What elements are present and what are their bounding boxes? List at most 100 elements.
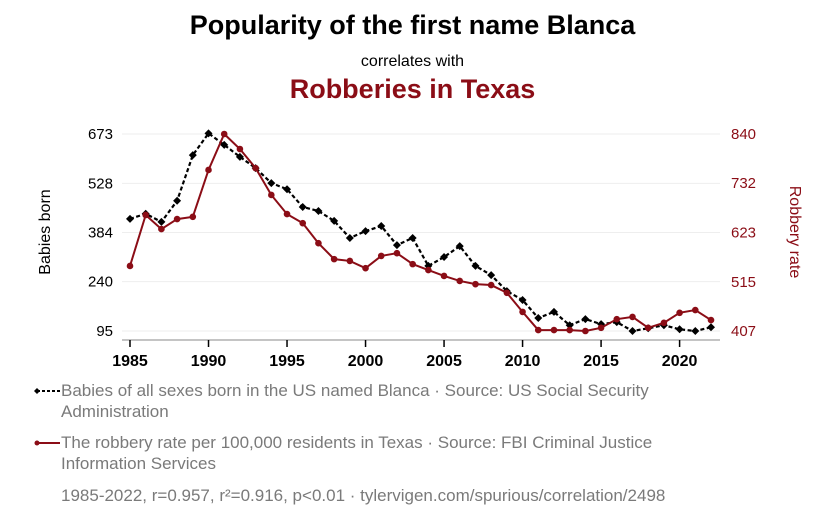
data-point xyxy=(283,185,292,194)
footer-stats: 1985-2022, r=0.957, r²=0.916, p<0.01 · t… xyxy=(61,486,666,505)
data-point xyxy=(644,324,652,332)
data-point xyxy=(362,264,369,272)
y-tick-label: 240 xyxy=(88,274,113,291)
axes: 95 407 240 515 384 623 528 732 673 840 1985 1990 199… xyxy=(37,126,803,370)
data-point xyxy=(613,315,621,323)
data-point xyxy=(392,241,401,250)
legend-item-robbery: The robbery rate per 100,000 residents i… xyxy=(34,432,714,474)
data-point xyxy=(299,219,307,227)
data-point xyxy=(157,217,166,226)
data-point xyxy=(440,253,449,262)
data-point xyxy=(425,266,432,274)
x-tick-label: 2005 xyxy=(426,353,462,370)
data-point xyxy=(487,271,496,280)
data-point xyxy=(235,152,244,161)
data-point xyxy=(456,277,464,285)
data-point xyxy=(393,249,401,257)
data-point xyxy=(173,196,182,205)
data-point xyxy=(676,309,683,317)
x-tick-label: 2020 xyxy=(662,353,698,370)
data-point xyxy=(142,211,150,219)
data-point xyxy=(675,325,684,334)
data-point xyxy=(220,130,228,138)
data-point xyxy=(314,207,323,216)
data-point xyxy=(707,323,715,332)
data-point xyxy=(534,326,542,334)
data-point xyxy=(566,326,573,334)
y2-tick-label: 515 xyxy=(731,274,756,291)
y-tick-label: 384 xyxy=(88,225,113,242)
data-point xyxy=(173,215,181,223)
data-point xyxy=(345,233,354,242)
data-point xyxy=(707,316,715,324)
line-chart: 95 407 240 515 384 623 528 732 673 840 1985 1990 199… xyxy=(37,126,803,370)
data-point xyxy=(472,280,479,288)
data-point xyxy=(158,225,165,233)
data-point xyxy=(204,129,213,138)
solid-circle-line-icon xyxy=(34,432,61,453)
y2-tick-label: 623 xyxy=(731,225,756,242)
data-point xyxy=(126,262,134,270)
data-point xyxy=(188,151,197,160)
data-point xyxy=(455,242,464,251)
data-point xyxy=(582,327,589,335)
data-point xyxy=(503,289,511,297)
y-tick-label: 95 xyxy=(96,323,113,340)
data-point xyxy=(377,222,386,231)
data-point xyxy=(377,252,385,260)
dashed-diamond-line-icon xyxy=(34,380,61,401)
data-point xyxy=(126,214,134,223)
data-point xyxy=(330,255,338,263)
x-tick-label: 1990 xyxy=(191,353,227,370)
data-point xyxy=(408,233,417,242)
data-point xyxy=(629,313,636,321)
data-point xyxy=(236,145,244,153)
data-point xyxy=(534,314,543,323)
data-point xyxy=(691,306,699,314)
x-tick-label: 1985 xyxy=(112,353,148,370)
data-point xyxy=(487,281,495,289)
data-point xyxy=(283,210,291,218)
data-point xyxy=(518,295,527,304)
y2-axis-title: Robbery rate xyxy=(786,186,803,279)
chart-title-secondary: Robberies in Texas xyxy=(289,74,536,104)
y-axis-title: Babies born xyxy=(37,189,54,274)
data-point xyxy=(189,213,197,221)
x-tick-label: 2015 xyxy=(583,353,619,370)
series-robbery-rate xyxy=(126,130,715,335)
y-tick-label: 673 xyxy=(88,126,113,143)
legend-label-babies: Babies of all sexes born in the US named… xyxy=(61,381,649,421)
data-point xyxy=(440,272,448,280)
y2-tick-label: 840 xyxy=(731,126,756,143)
data-point xyxy=(581,315,590,324)
data-point xyxy=(628,327,637,335)
y2-tick-label: 732 xyxy=(731,175,756,192)
data-point xyxy=(361,227,370,236)
legend-item-babies: Babies of all sexes born in the US named… xyxy=(34,380,714,422)
y2-tick-label: 407 xyxy=(731,323,756,340)
data-point xyxy=(550,326,558,334)
data-point xyxy=(268,191,275,199)
data-point xyxy=(346,257,354,265)
data-point xyxy=(549,307,558,316)
legend-label-robbery: The robbery rate per 100,000 residents i… xyxy=(61,433,653,473)
data-point xyxy=(597,324,605,332)
data-point xyxy=(471,261,480,270)
data-point xyxy=(691,327,700,335)
data-point xyxy=(519,308,526,316)
data-point xyxy=(565,321,574,330)
y-tick-label: 528 xyxy=(88,175,113,192)
x-tick-label: 2000 xyxy=(348,353,384,370)
chart-title: Popularity of the first name Blanca xyxy=(189,10,636,40)
data-point xyxy=(330,216,339,225)
data-point xyxy=(220,140,229,149)
data-point xyxy=(267,179,276,188)
data-point xyxy=(205,166,212,174)
chart-subtitle: correlates with xyxy=(360,53,465,70)
data-point xyxy=(298,202,307,211)
x-tick-label: 1995 xyxy=(269,353,305,370)
data-point xyxy=(252,164,259,172)
data-point xyxy=(409,260,416,268)
data-point xyxy=(315,239,322,247)
data-point xyxy=(660,319,668,327)
